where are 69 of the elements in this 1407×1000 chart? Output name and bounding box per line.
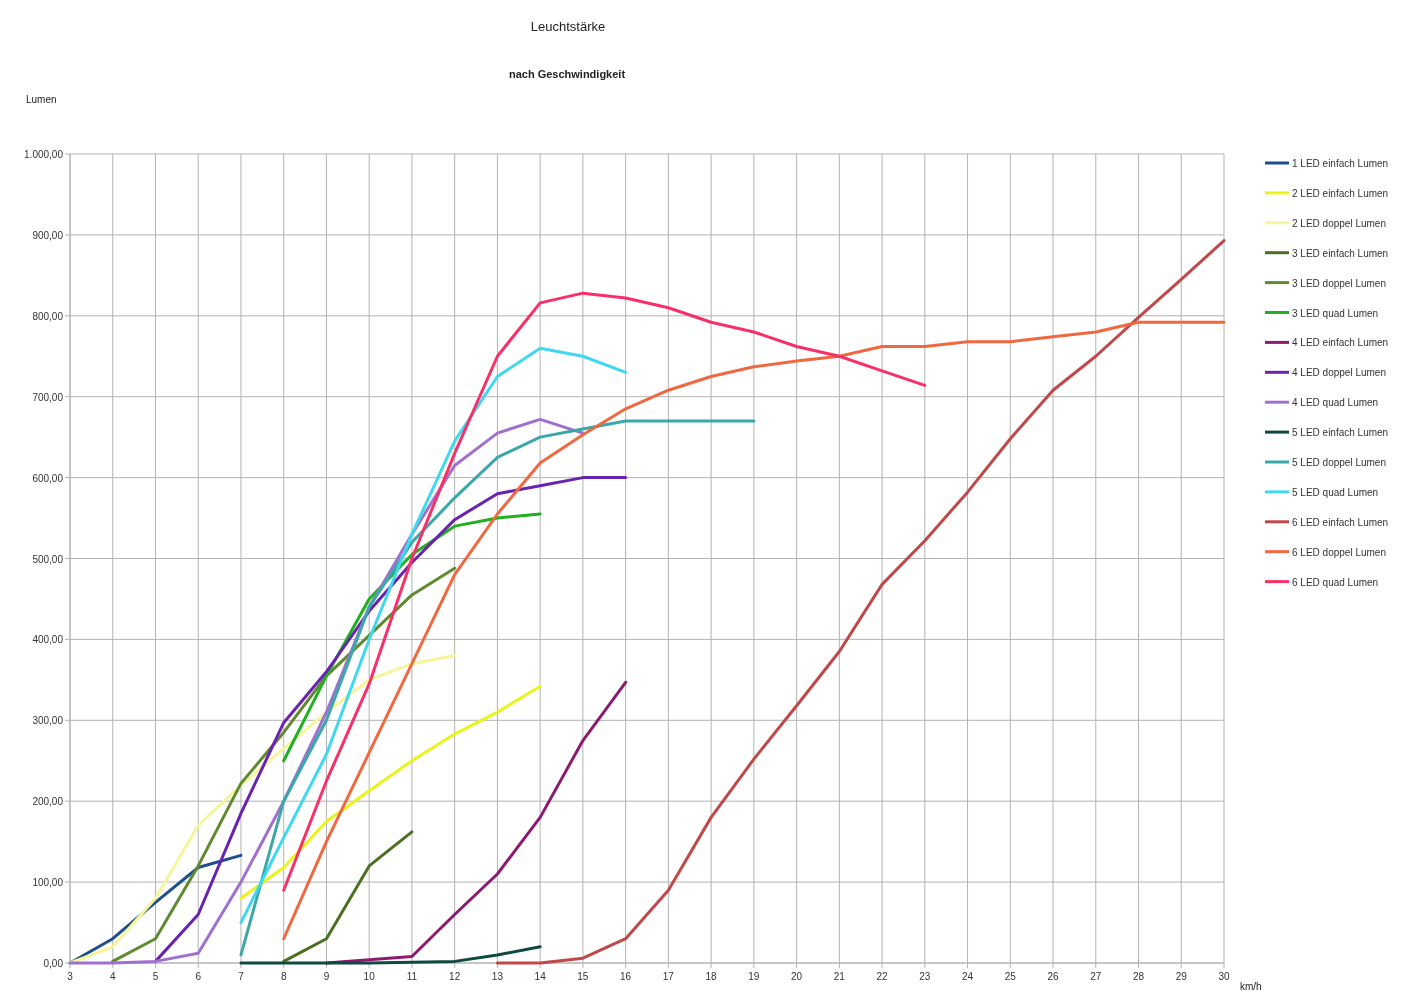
line-series bbox=[239, 419, 756, 957]
legend-label: 6 LED einfach Lumen bbox=[1292, 516, 1389, 528]
x-tick-label: 21 bbox=[833, 971, 846, 982]
line-series bbox=[282, 291, 927, 892]
x-tick-label: 19 bbox=[748, 971, 760, 982]
x-tick-label: 25 bbox=[1004, 971, 1017, 982]
x-tick-label: 27 bbox=[1090, 971, 1102, 982]
x-tick-label: 20 bbox=[791, 971, 803, 982]
x-tick-label: 5 bbox=[152, 971, 159, 982]
y-tick-label: 100,00 bbox=[32, 877, 64, 889]
y-tick-label: 900,00 bbox=[32, 229, 64, 241]
y-tick-label: 1.000,00 bbox=[24, 149, 64, 160]
x-tick-label: 11 bbox=[406, 971, 418, 982]
line-series bbox=[495, 239, 1226, 965]
y-tick-label: 700,00 bbox=[32, 391, 64, 403]
x-tick-label: 29 bbox=[1175, 971, 1188, 982]
legend-label: 1 LED einfach Lumen bbox=[1292, 158, 1389, 169]
line-series bbox=[153, 476, 628, 963]
y-axis-title: Lumen bbox=[26, 94, 57, 105]
x-axis-title: km/h bbox=[1240, 981, 1262, 992]
x-tick-label: 6 bbox=[195, 971, 202, 982]
legend-label: 4 LED doppel Lumen bbox=[1292, 367, 1386, 379]
y-tick-label: 0,00 bbox=[43, 958, 64, 969]
y-tick-label: 600,00 bbox=[32, 472, 64, 484]
x-tick-label: 28 bbox=[1132, 971, 1145, 982]
legend-label: 3 LED doppel Lumen bbox=[1292, 277, 1386, 289]
legend-label: 3 LED quad Lumen bbox=[1292, 307, 1379, 319]
x-tick-label: 3 bbox=[67, 971, 74, 982]
line-series bbox=[282, 320, 1226, 941]
x-tick-label: 8 bbox=[280, 971, 287, 982]
x-tick-label: 22 bbox=[876, 971, 889, 982]
legend-label: 5 LED einfach Lumen bbox=[1292, 427, 1389, 439]
x-tick-label: 26 bbox=[1047, 971, 1060, 982]
x-tick-label: 4 bbox=[109, 971, 116, 982]
x-tick-label: 16 bbox=[620, 971, 632, 982]
line-series bbox=[239, 945, 542, 965]
y-tick-label: 400,00 bbox=[32, 634, 64, 646]
x-tick-label: 24 bbox=[961, 971, 974, 982]
y-tick-label: 300,00 bbox=[32, 715, 64, 727]
x-tick-label: 13 bbox=[491, 971, 504, 982]
legend-label: 2 LED einfach Lumen bbox=[1292, 187, 1389, 199]
x-tick-label: 10 bbox=[363, 971, 376, 982]
legend-label: 6 LED quad Lumen bbox=[1292, 576, 1379, 588]
x-tick-label: 15 bbox=[577, 971, 589, 982]
x-tick-label: 30 bbox=[1218, 971, 1230, 982]
line-series bbox=[324, 680, 628, 965]
y-tick-label: 200,00 bbox=[32, 796, 64, 808]
line-series bbox=[111, 566, 457, 963]
y-tick-label: 800,00 bbox=[32, 310, 64, 322]
legend-label: 4 LED einfach Lumen bbox=[1292, 337, 1389, 349]
x-tick-label: 23 bbox=[919, 971, 931, 982]
chart-subtitle: nach Geschwindigkeit bbox=[508, 68, 626, 80]
legend-label: 6 LED doppel Lumen bbox=[1292, 546, 1386, 558]
x-tick-label: 14 bbox=[534, 971, 547, 982]
x-tick-label: 18 bbox=[705, 971, 718, 982]
legend-label: 3 LED einfach Lumen bbox=[1292, 247, 1389, 259]
legend-label: 5 LED doppel Lumen bbox=[1292, 457, 1386, 468]
line-series bbox=[282, 830, 414, 963]
legend-label: 2 LED doppel Lumen bbox=[1292, 217, 1386, 229]
chart-title: Leuchtstärke bbox=[530, 19, 606, 34]
legend-label: 4 LED quad Lumen bbox=[1292, 397, 1379, 409]
x-tick-label: 12 bbox=[449, 971, 461, 982]
x-tick-label: 7 bbox=[238, 971, 245, 982]
x-tick-label: 17 bbox=[662, 971, 675, 982]
x-tick-label: 9 bbox=[323, 971, 330, 982]
y-tick-label: 500,00 bbox=[32, 553, 64, 565]
line-series bbox=[239, 346, 628, 925]
legend-label: 5 LED quad Lumen bbox=[1292, 486, 1379, 498]
line-series bbox=[239, 684, 542, 900]
